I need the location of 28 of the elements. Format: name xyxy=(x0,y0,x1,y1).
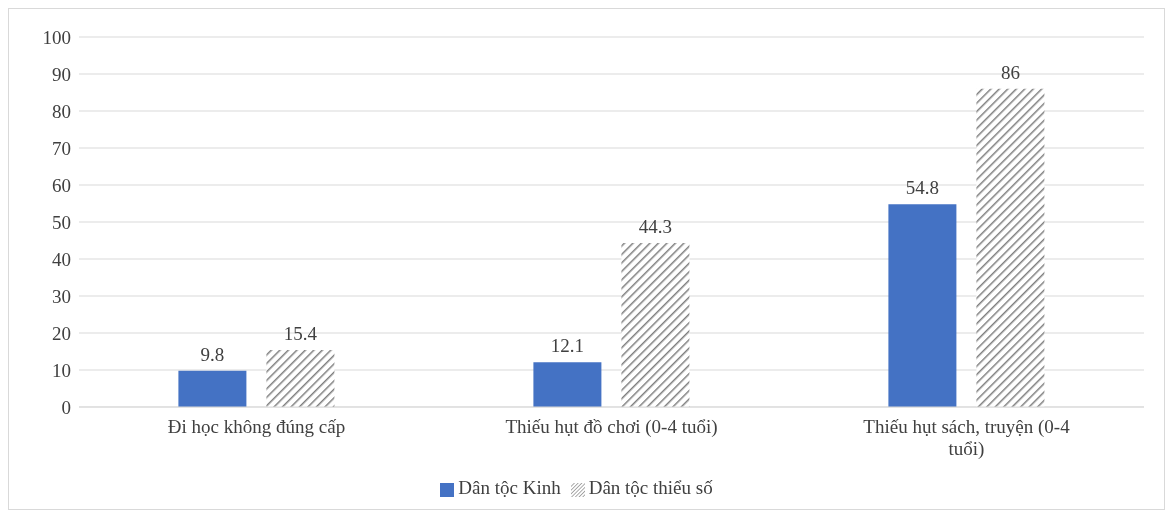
bar xyxy=(533,362,602,407)
y-tick-label: 30 xyxy=(52,285,71,307)
y-tick-label: 40 xyxy=(52,248,71,270)
bar xyxy=(976,88,1045,407)
y-tick-label: 90 xyxy=(52,63,71,85)
legend-label: Dân tộc Kinh xyxy=(458,477,561,498)
y-tick-label: 20 xyxy=(52,322,71,344)
y-tick-label: 70 xyxy=(52,137,71,159)
data-label: 12.1 xyxy=(550,335,585,357)
x-tick-label: Thiếu hụt sách, truyện (0-4 tuổi) xyxy=(863,416,1071,460)
y-tick-label: 10 xyxy=(52,359,71,381)
bar xyxy=(266,350,335,407)
y-tick-label: 60 xyxy=(52,174,71,196)
x-tick-label: Thiếu hụt đồ chơi (0-4 tuổi) xyxy=(505,416,718,438)
y-tick-label: 100 xyxy=(42,26,71,48)
x-tick-label: Đi học không đúng cấp xyxy=(167,416,346,437)
data-label: 15.4 xyxy=(283,323,318,345)
data-label: 54.8 xyxy=(905,177,940,199)
bar xyxy=(888,204,957,407)
data-label: 44.3 xyxy=(638,216,673,238)
legend-label: Dân tộc thiểu số xyxy=(588,477,713,498)
bar xyxy=(178,370,247,407)
data-label: 9.8 xyxy=(200,343,225,365)
y-tick-label: 50 xyxy=(52,211,71,233)
y-tick-label: 0 xyxy=(61,396,71,418)
y-tick-label: 80 xyxy=(52,100,71,122)
bar xyxy=(621,243,690,407)
data-label: 86 xyxy=(1000,61,1020,83)
